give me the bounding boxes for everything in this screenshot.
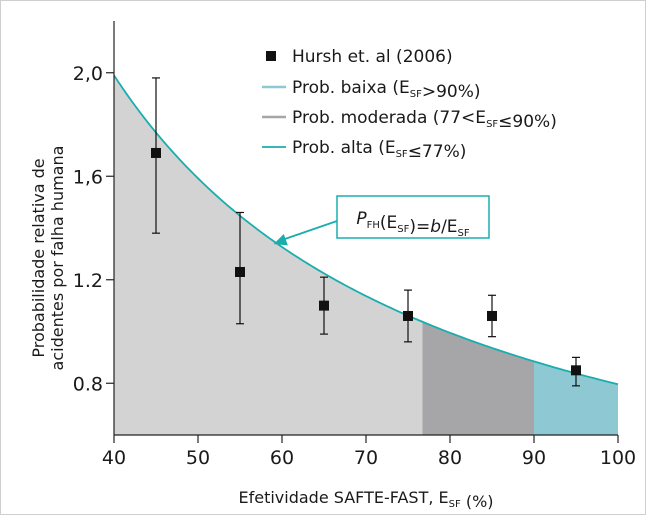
data-point-55 xyxy=(235,266,245,277)
annotation-arrow-line xyxy=(281,220,338,242)
y-tick-label-2,0: 2,0 xyxy=(73,63,103,85)
data-point-85 xyxy=(487,310,497,321)
x-tick-label-40: 40 xyxy=(102,447,126,469)
region-fill-2 xyxy=(422,321,534,435)
annotation-formula: PFH(ESF)=b/ESF xyxy=(356,209,470,239)
fit-curve xyxy=(113,74,619,386)
annotation-box xyxy=(336,195,490,239)
region-fill-3 xyxy=(114,75,423,435)
y-tick-label-0.8: 0.8 xyxy=(73,373,103,395)
legend-label-3: Prob. alta (ESF≤77%) xyxy=(292,138,466,162)
x-tick-label-70: 70 xyxy=(354,447,378,469)
legend-label-2: Prob. moderada (77<ESF≤90%) xyxy=(292,108,557,132)
x-tick-label-50: 50 xyxy=(186,447,210,469)
y-axis-title: Probabilidade relativa deacidentes por f… xyxy=(29,146,67,371)
data-point-65 xyxy=(319,300,329,311)
legend-marker-hursh xyxy=(266,51,276,61)
x-tick-label-90: 90 xyxy=(522,447,546,469)
x-tick-label-80: 80 xyxy=(438,447,462,469)
legend-label-1: Prob. baixa (ESF>90%) xyxy=(292,78,481,102)
data-point-95 xyxy=(571,365,581,376)
annotation-arrow-head xyxy=(273,234,288,246)
legend-label-hursh: Hursh et. al (2006) xyxy=(292,47,453,67)
y-tick-label-1.2: 1.2 xyxy=(73,270,103,292)
data-point-75 xyxy=(403,310,413,321)
x-axis-title: Efetividade SAFTE-FAST, ESF (%) xyxy=(238,488,493,511)
x-tick-label-100: 100 xyxy=(600,447,636,469)
data-point-45 xyxy=(151,147,161,158)
x-tick-label-60: 60 xyxy=(270,447,294,469)
y-tick-label-1,6: 1,6 xyxy=(73,166,103,188)
